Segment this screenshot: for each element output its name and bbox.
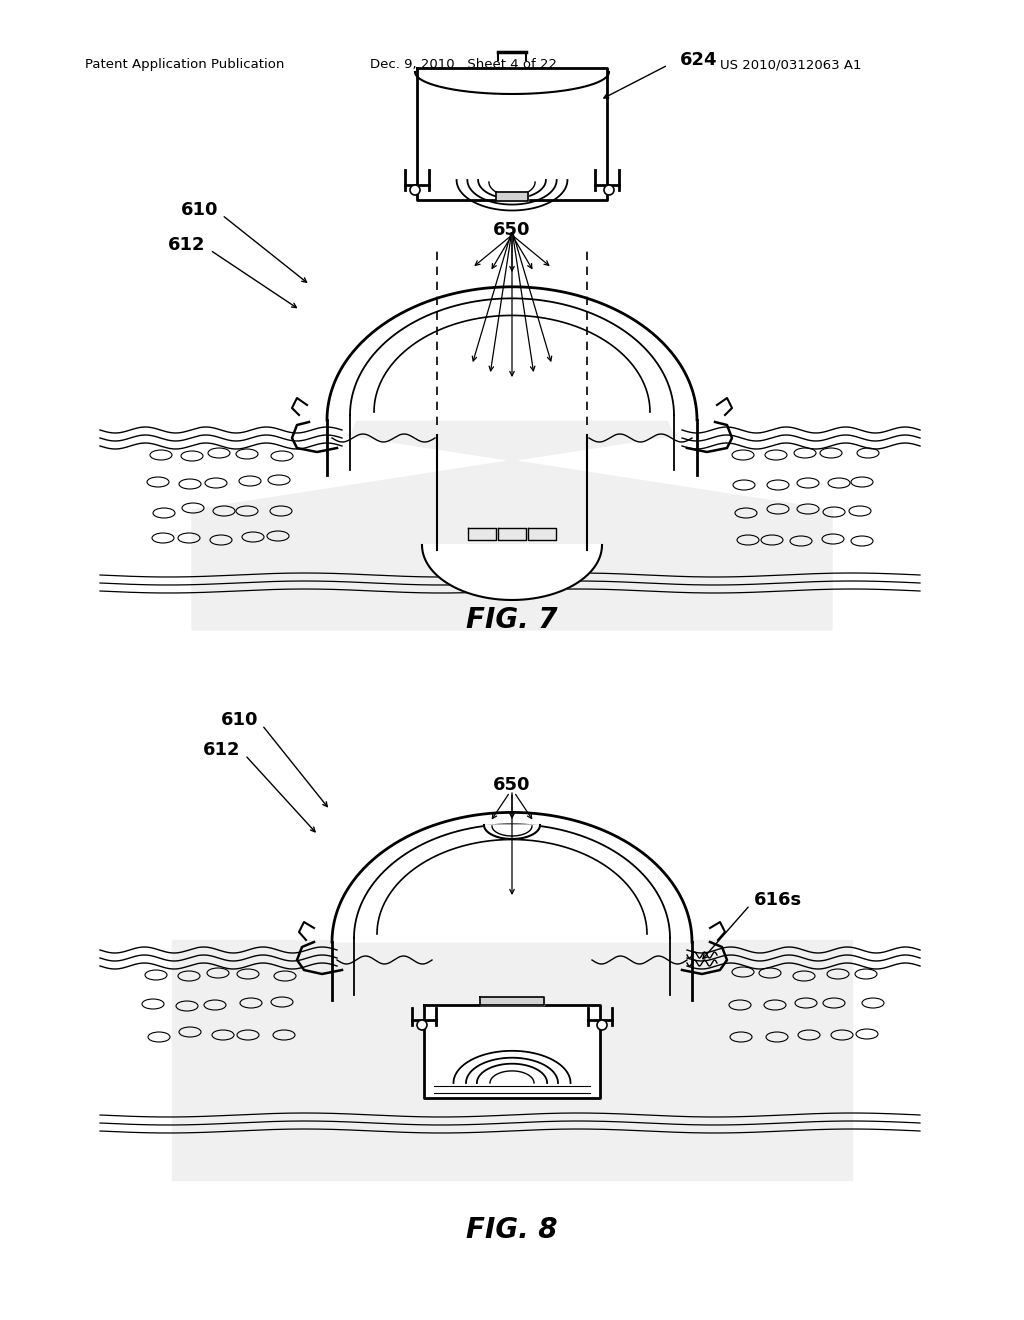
Polygon shape	[172, 940, 852, 1180]
Circle shape	[417, 1020, 427, 1030]
Text: 610: 610	[180, 201, 218, 219]
Polygon shape	[468, 528, 496, 540]
Text: Dec. 9, 2010   Sheet 4 of 22: Dec. 9, 2010 Sheet 4 of 22	[370, 58, 557, 71]
Text: US 2010/0312063 A1: US 2010/0312063 A1	[720, 58, 861, 71]
Polygon shape	[424, 1005, 600, 1098]
Text: 616s: 616s	[754, 891, 802, 909]
Polygon shape	[193, 335, 831, 630]
Text: 650: 650	[494, 220, 530, 239]
Polygon shape	[332, 812, 692, 942]
Polygon shape	[496, 191, 528, 201]
Text: FIG. 8: FIG. 8	[466, 1216, 558, 1243]
Text: 612: 612	[168, 236, 205, 253]
Polygon shape	[415, 73, 609, 94]
Polygon shape	[327, 286, 697, 420]
Text: 650: 650	[494, 776, 530, 795]
Text: FIG. 7: FIG. 7	[466, 606, 558, 634]
Circle shape	[410, 185, 420, 195]
Polygon shape	[498, 49, 526, 58]
Text: 624: 624	[680, 51, 718, 69]
Polygon shape	[498, 528, 526, 540]
Text: 612: 612	[203, 741, 240, 759]
Polygon shape	[480, 997, 544, 1005]
Circle shape	[604, 185, 614, 195]
Polygon shape	[422, 545, 602, 601]
Text: 610: 610	[220, 711, 258, 729]
Circle shape	[597, 1020, 607, 1030]
Polygon shape	[528, 528, 556, 540]
Polygon shape	[484, 825, 540, 840]
Text: Patent Application Publication: Patent Application Publication	[85, 58, 285, 71]
Polygon shape	[417, 69, 607, 201]
